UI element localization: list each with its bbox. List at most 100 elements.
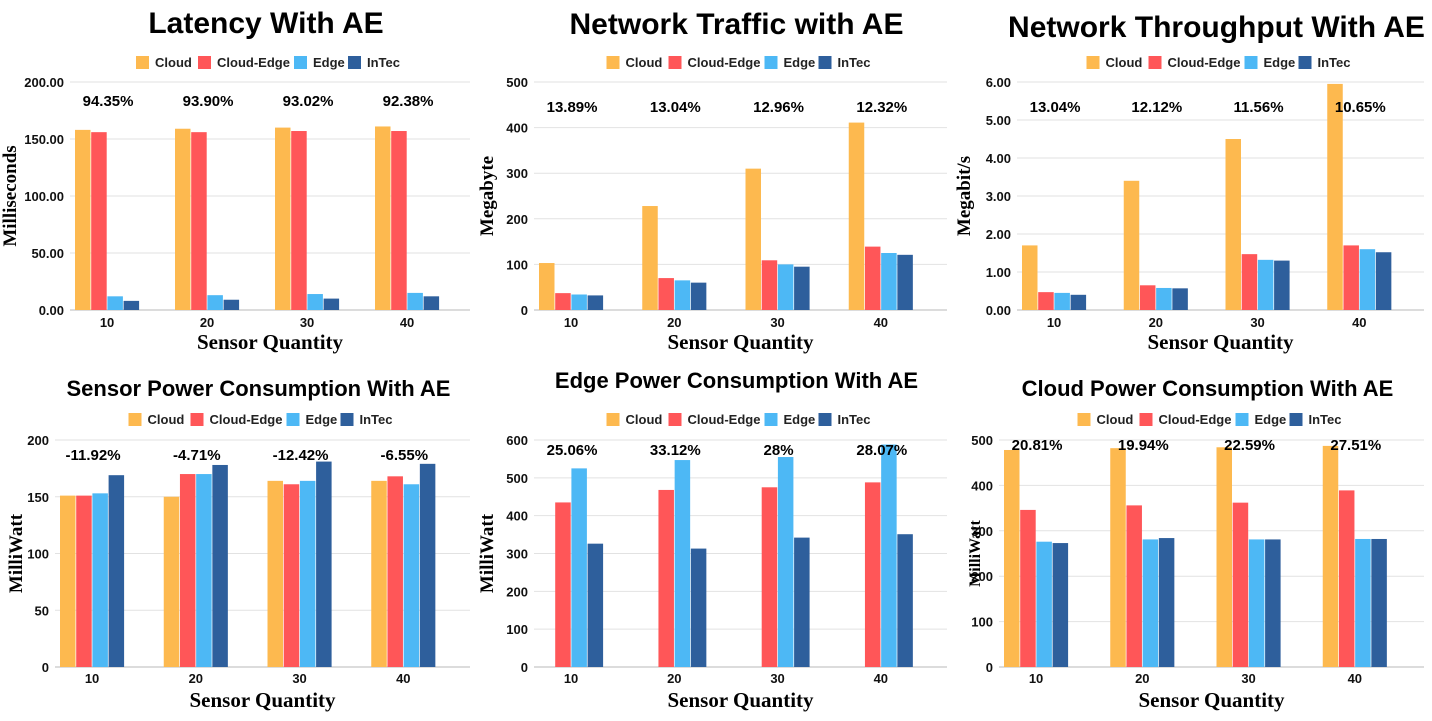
legend-item: InTec bbox=[340, 412, 393, 427]
legend-item: InTec bbox=[348, 55, 400, 70]
x-tick-label: 10 bbox=[100, 315, 114, 330]
percentage-annotation: 94.35% bbox=[83, 93, 134, 110]
legend-label: InTec bbox=[360, 412, 393, 427]
bar bbox=[107, 296, 123, 310]
legend-swatch bbox=[294, 56, 307, 69]
legend-swatch bbox=[190, 413, 204, 426]
bar bbox=[1142, 539, 1159, 667]
y-axis-label: Megabyte bbox=[477, 156, 498, 236]
y-tick-label: 300 bbox=[971, 524, 993, 539]
bar bbox=[1232, 502, 1249, 667]
y-tick-label: 150.00 bbox=[24, 132, 64, 147]
bar bbox=[881, 253, 897, 310]
bar bbox=[571, 294, 587, 310]
bar bbox=[690, 548, 707, 667]
bar bbox=[307, 294, 323, 310]
bar bbox=[1052, 543, 1069, 667]
legend-swatch bbox=[286, 413, 300, 426]
bar bbox=[267, 480, 283, 667]
bar bbox=[1241, 254, 1258, 310]
chart-panel: Network Throughput With AE Cloud Cloud-Edg… bbox=[954, 0, 1431, 358]
chart-svg: Network Throughput With AE Cloud Cloud-Edg… bbox=[954, 11, 1425, 354]
bar bbox=[423, 296, 440, 310]
chart-panel: Network Traffic with AE Cloud Cloud-Edge Ed… bbox=[477, 0, 954, 358]
legend-swatch bbox=[198, 56, 211, 69]
chart-svg: Edge Power Consumption With AE Cloud Cloud… bbox=[477, 368, 947, 712]
bar bbox=[761, 260, 778, 310]
x-tick-label: 10 bbox=[564, 315, 578, 330]
chart-svg: Network Traffic with AE Cloud Cloud-Edge Ed… bbox=[477, 8, 947, 354]
y-tick-label: 50.00 bbox=[31, 246, 64, 261]
chart-title: Network Throughput With AE bbox=[1008, 11, 1425, 44]
percentage-annotation: 13.04% bbox=[1030, 99, 1081, 116]
bar bbox=[674, 460, 691, 667]
legend-swatch bbox=[340, 413, 354, 426]
bar bbox=[391, 131, 407, 310]
y-tick-label: 0 bbox=[986, 660, 993, 675]
bar bbox=[587, 295, 604, 310]
y-tick-label: 50 bbox=[35, 603, 49, 618]
legend-label: Edge bbox=[1264, 55, 1296, 70]
y-tick-label: 400 bbox=[506, 509, 528, 524]
legend-swatch bbox=[764, 413, 778, 426]
bar bbox=[1216, 447, 1232, 667]
legend-label: InTec bbox=[1318, 55, 1351, 70]
x-tick-label: 30 bbox=[1241, 671, 1255, 686]
legend-item: Edge bbox=[764, 55, 815, 70]
legend-label: Cloud-Edge bbox=[217, 55, 290, 70]
legend-swatch bbox=[348, 56, 361, 69]
percentage-annotation: 28% bbox=[764, 442, 794, 459]
y-axis-label: MilliWatt bbox=[6, 513, 27, 593]
bar bbox=[179, 474, 196, 667]
legend-swatch bbox=[1077, 413, 1091, 426]
bar bbox=[1139, 285, 1156, 310]
x-tick-label: 40 bbox=[874, 315, 888, 330]
bar bbox=[419, 463, 436, 667]
x-tick-label: 40 bbox=[874, 671, 888, 686]
y-tick-label: 200 bbox=[27, 433, 49, 448]
y-tick-label: 6.00 bbox=[986, 75, 1011, 90]
legend-swatch bbox=[606, 413, 620, 426]
bar bbox=[555, 293, 571, 310]
bar bbox=[1054, 292, 1070, 310]
bar bbox=[642, 206, 658, 310]
y-tick-label: 100 bbox=[27, 547, 49, 562]
legend-label: InTec bbox=[838, 55, 871, 70]
bar bbox=[371, 480, 387, 667]
legend-swatch bbox=[668, 413, 682, 426]
legend-swatch bbox=[1289, 413, 1303, 426]
bar bbox=[1036, 541, 1052, 667]
bar bbox=[403, 484, 420, 667]
y-tick-label: 300 bbox=[506, 547, 528, 562]
legend-label: Edge bbox=[313, 55, 345, 70]
x-tick-label: 20 bbox=[667, 671, 681, 686]
x-axis-label: Sensor Quantity bbox=[189, 688, 336, 712]
legend-item: Cloud-Edge bbox=[190, 412, 282, 427]
bar bbox=[1375, 252, 1392, 310]
percentage-annotation: 12.12% bbox=[1131, 99, 1182, 116]
percentage-annotation: -12.42% bbox=[273, 447, 329, 464]
legend-swatch bbox=[1235, 413, 1249, 426]
percentage-annotation: 33.12% bbox=[650, 442, 701, 459]
bar bbox=[196, 474, 212, 667]
bar bbox=[1322, 445, 1339, 667]
y-tick-label: 200.00 bbox=[24, 75, 64, 90]
chart-svg: Latency With AE Cloud Cloud-Edge Edge InTec 0… bbox=[0, 7, 470, 354]
percentage-annotation: 19.94% bbox=[1118, 437, 1169, 454]
bar bbox=[897, 534, 913, 667]
bar bbox=[275, 127, 291, 310]
legend-item: InTec bbox=[1289, 412, 1342, 427]
legend-item: Edge bbox=[286, 412, 337, 427]
x-tick-label: 40 bbox=[400, 315, 414, 330]
legend-label: Cloud bbox=[1097, 412, 1134, 427]
bar bbox=[92, 493, 108, 667]
bar bbox=[1126, 505, 1142, 667]
legend-label: Cloud bbox=[155, 55, 192, 70]
legend-swatch bbox=[1086, 56, 1100, 69]
x-tick-label: 40 bbox=[1352, 315, 1366, 330]
legend-item: Edge bbox=[764, 412, 815, 427]
legend-item: Cloud-Edge bbox=[198, 55, 290, 70]
chart-title: Latency With AE bbox=[148, 7, 383, 40]
bar bbox=[745, 168, 761, 310]
